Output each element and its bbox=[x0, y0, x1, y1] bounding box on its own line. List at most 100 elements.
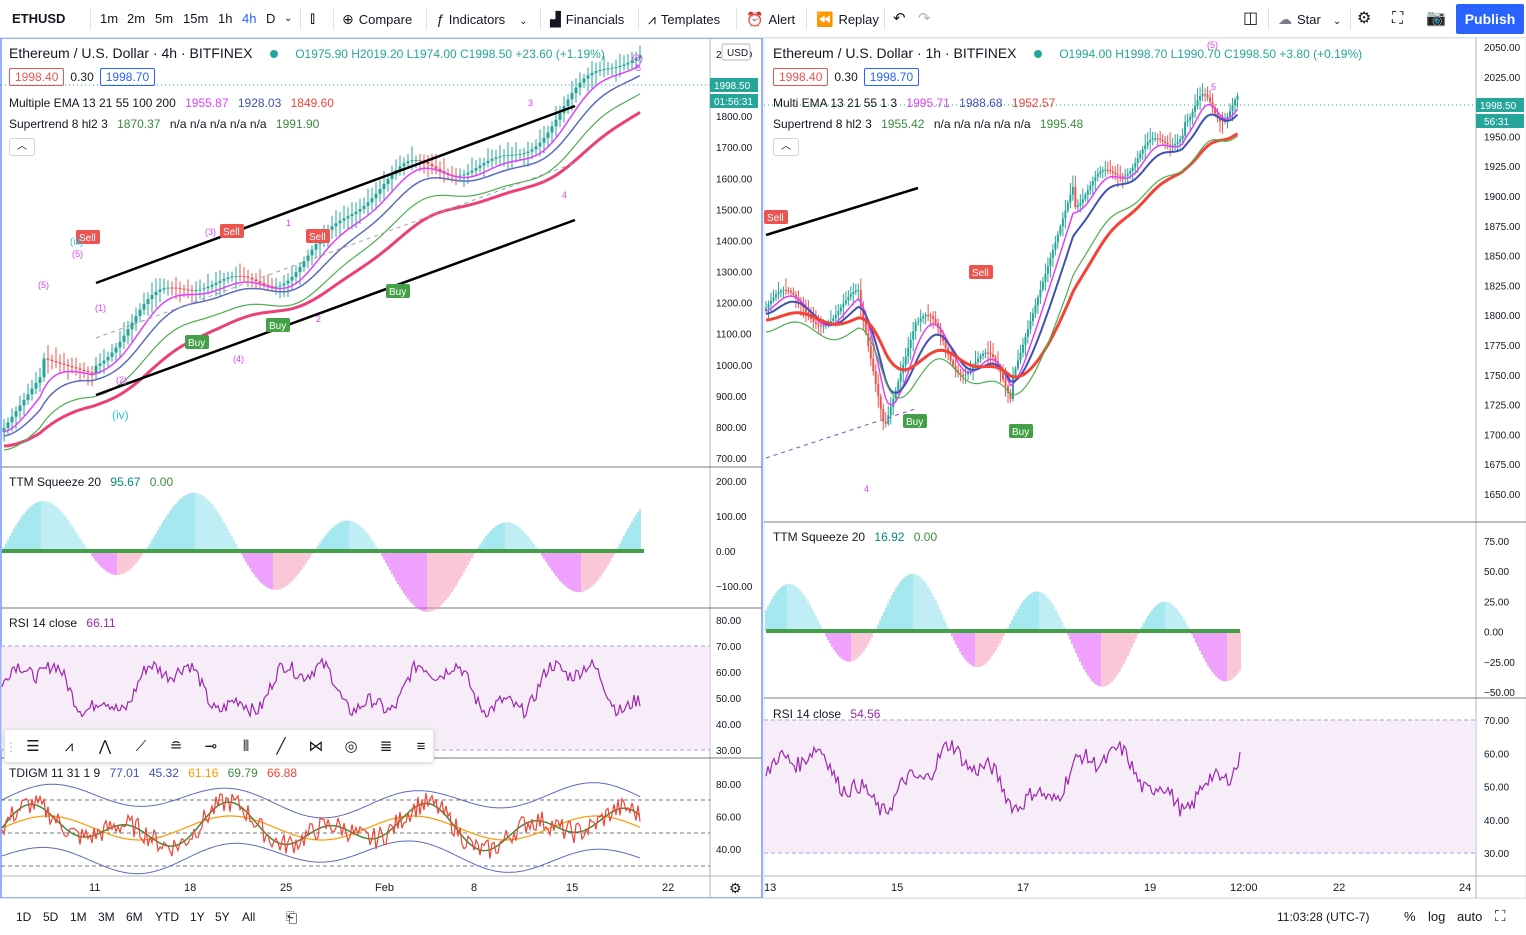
fib-retracement-icon[interactable]: ≣ bbox=[379, 738, 393, 755]
candle-body bbox=[972, 366, 975, 370]
fullscreen-icon[interactable]: ⛶ bbox=[1495, 908, 1506, 925]
ask-price[interactable]: 1998.70 bbox=[99, 68, 156, 86]
percent-toggle[interactable]: % bbox=[1404, 909, 1416, 924]
candle-body bbox=[98, 363, 102, 366]
candle-body bbox=[298, 266, 302, 273]
candle-body bbox=[38, 377, 42, 383]
date-range-icon[interactable]: ⎗ bbox=[286, 909, 298, 925]
candle-body bbox=[774, 294, 777, 298]
right-price-tick: 1775.00 bbox=[1484, 341, 1521, 352]
abcd-pattern-icon[interactable]: ⋀ bbox=[98, 738, 112, 755]
candle-body bbox=[478, 165, 482, 169]
replay-button[interactable]: ⏪ Replay bbox=[816, 0, 879, 38]
log-toggle[interactable]: log bbox=[1428, 909, 1446, 924]
left-tdi-tick: 40.00 bbox=[716, 845, 741, 856]
fib-fan-icon[interactable]: ≘ bbox=[169, 738, 183, 755]
spiral-icon[interactable]: ◎ bbox=[344, 738, 358, 755]
left-price-tick: 900.00 bbox=[716, 392, 747, 403]
range-YTD[interactable]: YTD bbox=[155, 910, 179, 924]
range-1M[interactable]: 1M bbox=[70, 910, 87, 924]
left-time-tick: 11 bbox=[89, 882, 100, 894]
candle-body bbox=[1066, 202, 1069, 211]
compare-button[interactable]: ⊕ Compare bbox=[342, 0, 412, 38]
left-rsi-legend: RSI 14 close 66.11 bbox=[9, 616, 116, 630]
interval-5m[interactable]: 5m bbox=[155, 11, 174, 26]
candle-body bbox=[78, 368, 82, 370]
layout-icon[interactable]: ◫ bbox=[1243, 10, 1259, 27]
candle-body bbox=[1196, 100, 1199, 106]
candle-body bbox=[1041, 281, 1044, 290]
collapse-legend-button[interactable]: ︿ bbox=[9, 138, 35, 156]
star-button[interactable]: ☁ Star ⌄ bbox=[1278, 0, 1341, 38]
interval-15m[interactable]: 15m bbox=[183, 11, 209, 26]
candle-body bbox=[294, 272, 298, 277]
undo-icon[interactable]: ↶ bbox=[893, 10, 906, 27]
range-3M[interactable]: 3M bbox=[98, 910, 115, 924]
bid-price[interactable]: 1998.40 bbox=[9, 68, 65, 86]
ask-price[interactable]: 1998.70 bbox=[863, 68, 920, 86]
horizontal-ray-icon[interactable]: ⊸ bbox=[204, 738, 218, 755]
channel-bottom-line bbox=[95, 218, 576, 397]
range-All[interactable]: All bbox=[242, 910, 256, 924]
candle-body bbox=[1084, 194, 1087, 200]
xabcd-pattern-icon[interactable]: ⋈ bbox=[308, 738, 324, 755]
templates-button[interactable]: ⩘ Templates bbox=[648, 0, 720, 38]
charts-area[interactable]: 2000.001900.001800.001700.001600.001500.… bbox=[0, 38, 1526, 898]
range-5Y[interactable]: 5Y bbox=[215, 910, 230, 924]
drag-handle-icon[interactable]: ⋮ bbox=[5, 740, 17, 754]
interval-4h[interactable]: 4h bbox=[242, 11, 257, 26]
left-ema-legend: Multiple EMA 13 21 55 100 200 1955.87 19… bbox=[9, 96, 334, 110]
vertical-bars-icon[interactable]: ⦀ bbox=[242, 738, 250, 755]
interval-1h[interactable]: 1h bbox=[218, 11, 233, 26]
right-chart[interactable]: 2050.00 2025.00 19 75.00 1950.00 1925.00 1900.… bbox=[763, 38, 1526, 898]
interval-1m[interactable]: 1m bbox=[100, 11, 119, 26]
alert-button[interactable]: ⏰ Alert bbox=[746, 0, 795, 38]
rsi-label: RSI 14 close bbox=[9, 616, 78, 630]
range-1D[interactable]: 1D bbox=[16, 910, 32, 924]
bid-price[interactable]: 1998.40 bbox=[773, 68, 829, 86]
candle-style-icon[interactable]: ⫾ bbox=[310, 10, 316, 27]
candle-body bbox=[1036, 297, 1039, 306]
interval-D[interactable]: D bbox=[266, 11, 276, 26]
indicators-button[interactable]: ƒ Indicators ⌄ bbox=[436, 0, 528, 38]
candle-body bbox=[1051, 250, 1054, 258]
right-time-tick: 12:00 bbox=[1230, 882, 1258, 894]
gear-icon[interactable]: ⚙ bbox=[1357, 10, 1372, 27]
fib-extension-icon[interactable]: ≡ bbox=[416, 738, 426, 755]
candle-body bbox=[867, 333, 870, 346]
wave-label-5: (5) bbox=[72, 249, 83, 259]
range-6M[interactable]: 6M bbox=[126, 910, 143, 924]
candle-body bbox=[814, 321, 817, 324]
candle-body bbox=[362, 205, 366, 210]
horizontal-lines-icon[interactable]: ☰ bbox=[26, 738, 40, 755]
supertrend-na: n/a n/a n/a n/a n/a bbox=[169, 117, 267, 131]
range-1Y[interactable]: 1Y bbox=[190, 910, 205, 924]
collapse-legend-button[interactable]: ︿ bbox=[773, 138, 799, 156]
interval-2m[interactable]: 2m bbox=[127, 11, 146, 26]
range-5D[interactable]: 5D bbox=[43, 910, 59, 924]
candle-body bbox=[474, 168, 478, 171]
financials-button[interactable]: ▟ Financials bbox=[550, 0, 624, 38]
candle-body bbox=[426, 162, 430, 165]
ray-icon[interactable]: ╱ bbox=[276, 738, 286, 755]
trend-pattern-icon[interactable]: ⩘ bbox=[64, 738, 74, 755]
clock[interactable]: 11:03:28 (UTC-7) bbox=[1277, 910, 1370, 924]
redo-icon[interactable]: ↷ bbox=[918, 10, 931, 27]
camera-icon[interactable]: 📷 bbox=[1426, 10, 1446, 27]
sell-signal-bg bbox=[306, 229, 330, 243]
candle-body bbox=[554, 119, 558, 127]
candle-body bbox=[338, 220, 342, 224]
ttm-label: TTM Squeeze 20 bbox=[773, 530, 866, 544]
templates-icon: ⩘ bbox=[648, 11, 656, 27]
wave-label-2: (2) bbox=[116, 375, 127, 385]
symbol-search[interactable]: ETHUSD bbox=[12, 11, 66, 26]
candle-body bbox=[822, 325, 825, 327]
left-time-tick: 15 bbox=[566, 882, 578, 894]
trend-line-icon[interactable]: ⟋ bbox=[135, 738, 147, 755]
tdi-upper-band bbox=[1, 782, 641, 819]
chevron-down-icon[interactable]: ⌄ bbox=[284, 13, 293, 24]
fullscreen-icon[interactable]: ⛶ bbox=[1392, 10, 1404, 27]
auto-toggle[interactable]: auto bbox=[1457, 909, 1483, 924]
candle-body bbox=[847, 296, 850, 301]
publish-button[interactable]: Publish bbox=[1456, 4, 1524, 34]
